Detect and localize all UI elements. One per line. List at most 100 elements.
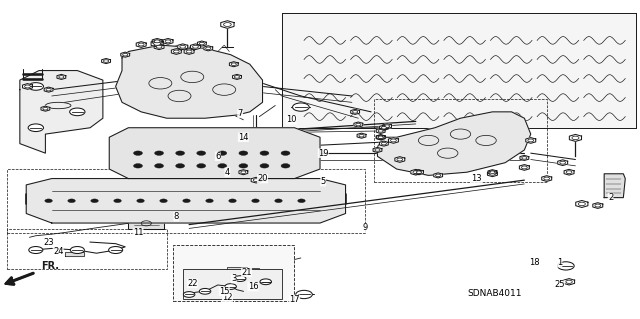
Polygon shape <box>570 134 582 141</box>
Polygon shape <box>373 147 382 152</box>
Text: SDNAB4011: SDNAB4011 <box>467 289 522 298</box>
Circle shape <box>205 199 213 203</box>
Circle shape <box>138 43 144 46</box>
Circle shape <box>566 280 572 283</box>
Circle shape <box>46 88 51 91</box>
Polygon shape <box>376 128 385 133</box>
Circle shape <box>522 157 527 159</box>
Circle shape <box>218 164 227 168</box>
Polygon shape <box>239 170 248 175</box>
Text: 12: 12 <box>222 293 233 302</box>
Text: 14: 14 <box>238 133 248 142</box>
Circle shape <box>109 247 123 254</box>
Bar <box>173 245 294 301</box>
Circle shape <box>378 130 383 132</box>
Polygon shape <box>152 39 162 44</box>
Circle shape <box>356 123 361 126</box>
Polygon shape <box>191 44 200 50</box>
Circle shape <box>165 40 171 43</box>
Polygon shape <box>232 74 241 79</box>
Polygon shape <box>380 125 388 130</box>
Circle shape <box>253 179 259 182</box>
Circle shape <box>199 288 211 294</box>
Text: 2: 2 <box>608 193 613 202</box>
Circle shape <box>28 83 44 90</box>
Circle shape <box>183 292 195 297</box>
Circle shape <box>566 171 572 174</box>
Text: 18: 18 <box>529 258 540 267</box>
Polygon shape <box>557 160 568 166</box>
Circle shape <box>134 151 143 155</box>
Text: FR.: FR. <box>41 261 59 271</box>
Circle shape <box>137 199 145 203</box>
Polygon shape <box>564 278 575 285</box>
Circle shape <box>490 172 495 175</box>
Circle shape <box>43 108 48 110</box>
Circle shape <box>156 45 162 48</box>
Circle shape <box>378 136 383 138</box>
Polygon shape <box>136 42 146 48</box>
Circle shape <box>91 199 99 203</box>
Circle shape <box>196 164 205 168</box>
Circle shape <box>68 199 76 203</box>
Circle shape <box>114 199 122 203</box>
Bar <box>7 169 365 233</box>
Polygon shape <box>388 137 399 143</box>
Text: 20: 20 <box>257 174 268 183</box>
Circle shape <box>175 151 184 155</box>
Circle shape <box>353 111 358 113</box>
Polygon shape <box>221 21 234 28</box>
Circle shape <box>70 247 84 254</box>
Polygon shape <box>411 169 420 175</box>
Polygon shape <box>488 171 497 177</box>
Text: 15: 15 <box>219 287 230 296</box>
Text: 5: 5 <box>321 177 326 186</box>
Polygon shape <box>41 106 50 111</box>
Text: 24: 24 <box>53 247 63 256</box>
Circle shape <box>260 279 271 285</box>
Polygon shape <box>251 177 261 183</box>
Polygon shape <box>121 52 130 57</box>
Polygon shape <box>163 39 173 44</box>
Circle shape <box>252 199 259 203</box>
Text: 11: 11 <box>132 228 143 237</box>
Circle shape <box>241 171 246 174</box>
Circle shape <box>528 139 534 142</box>
Circle shape <box>436 174 441 177</box>
Polygon shape <box>178 44 188 50</box>
Circle shape <box>239 151 248 155</box>
Circle shape <box>381 126 387 129</box>
Text: 25: 25 <box>554 280 564 289</box>
Circle shape <box>557 262 574 270</box>
Circle shape <box>59 76 64 78</box>
Circle shape <box>378 136 383 138</box>
Circle shape <box>155 151 164 155</box>
Circle shape <box>45 199 52 203</box>
Circle shape <box>560 161 566 164</box>
Circle shape <box>180 45 186 48</box>
Circle shape <box>572 136 579 140</box>
Bar <box>129 217 164 229</box>
Circle shape <box>154 40 160 43</box>
Polygon shape <box>604 174 625 197</box>
Circle shape <box>199 42 204 45</box>
Circle shape <box>381 142 387 145</box>
Circle shape <box>186 50 192 53</box>
Circle shape <box>298 199 305 203</box>
Circle shape <box>417 171 422 174</box>
Polygon shape <box>65 252 84 256</box>
Polygon shape <box>116 45 262 118</box>
Polygon shape <box>376 135 385 140</box>
Circle shape <box>234 76 239 78</box>
Polygon shape <box>378 112 531 175</box>
Polygon shape <box>383 123 392 129</box>
Circle shape <box>413 171 419 174</box>
Polygon shape <box>154 44 164 50</box>
Bar <box>227 268 246 274</box>
Polygon shape <box>564 169 574 175</box>
Text: 19: 19 <box>318 149 328 158</box>
Polygon shape <box>109 128 320 179</box>
Bar <box>246 268 259 274</box>
Polygon shape <box>380 141 388 146</box>
Text: 17: 17 <box>289 295 300 304</box>
